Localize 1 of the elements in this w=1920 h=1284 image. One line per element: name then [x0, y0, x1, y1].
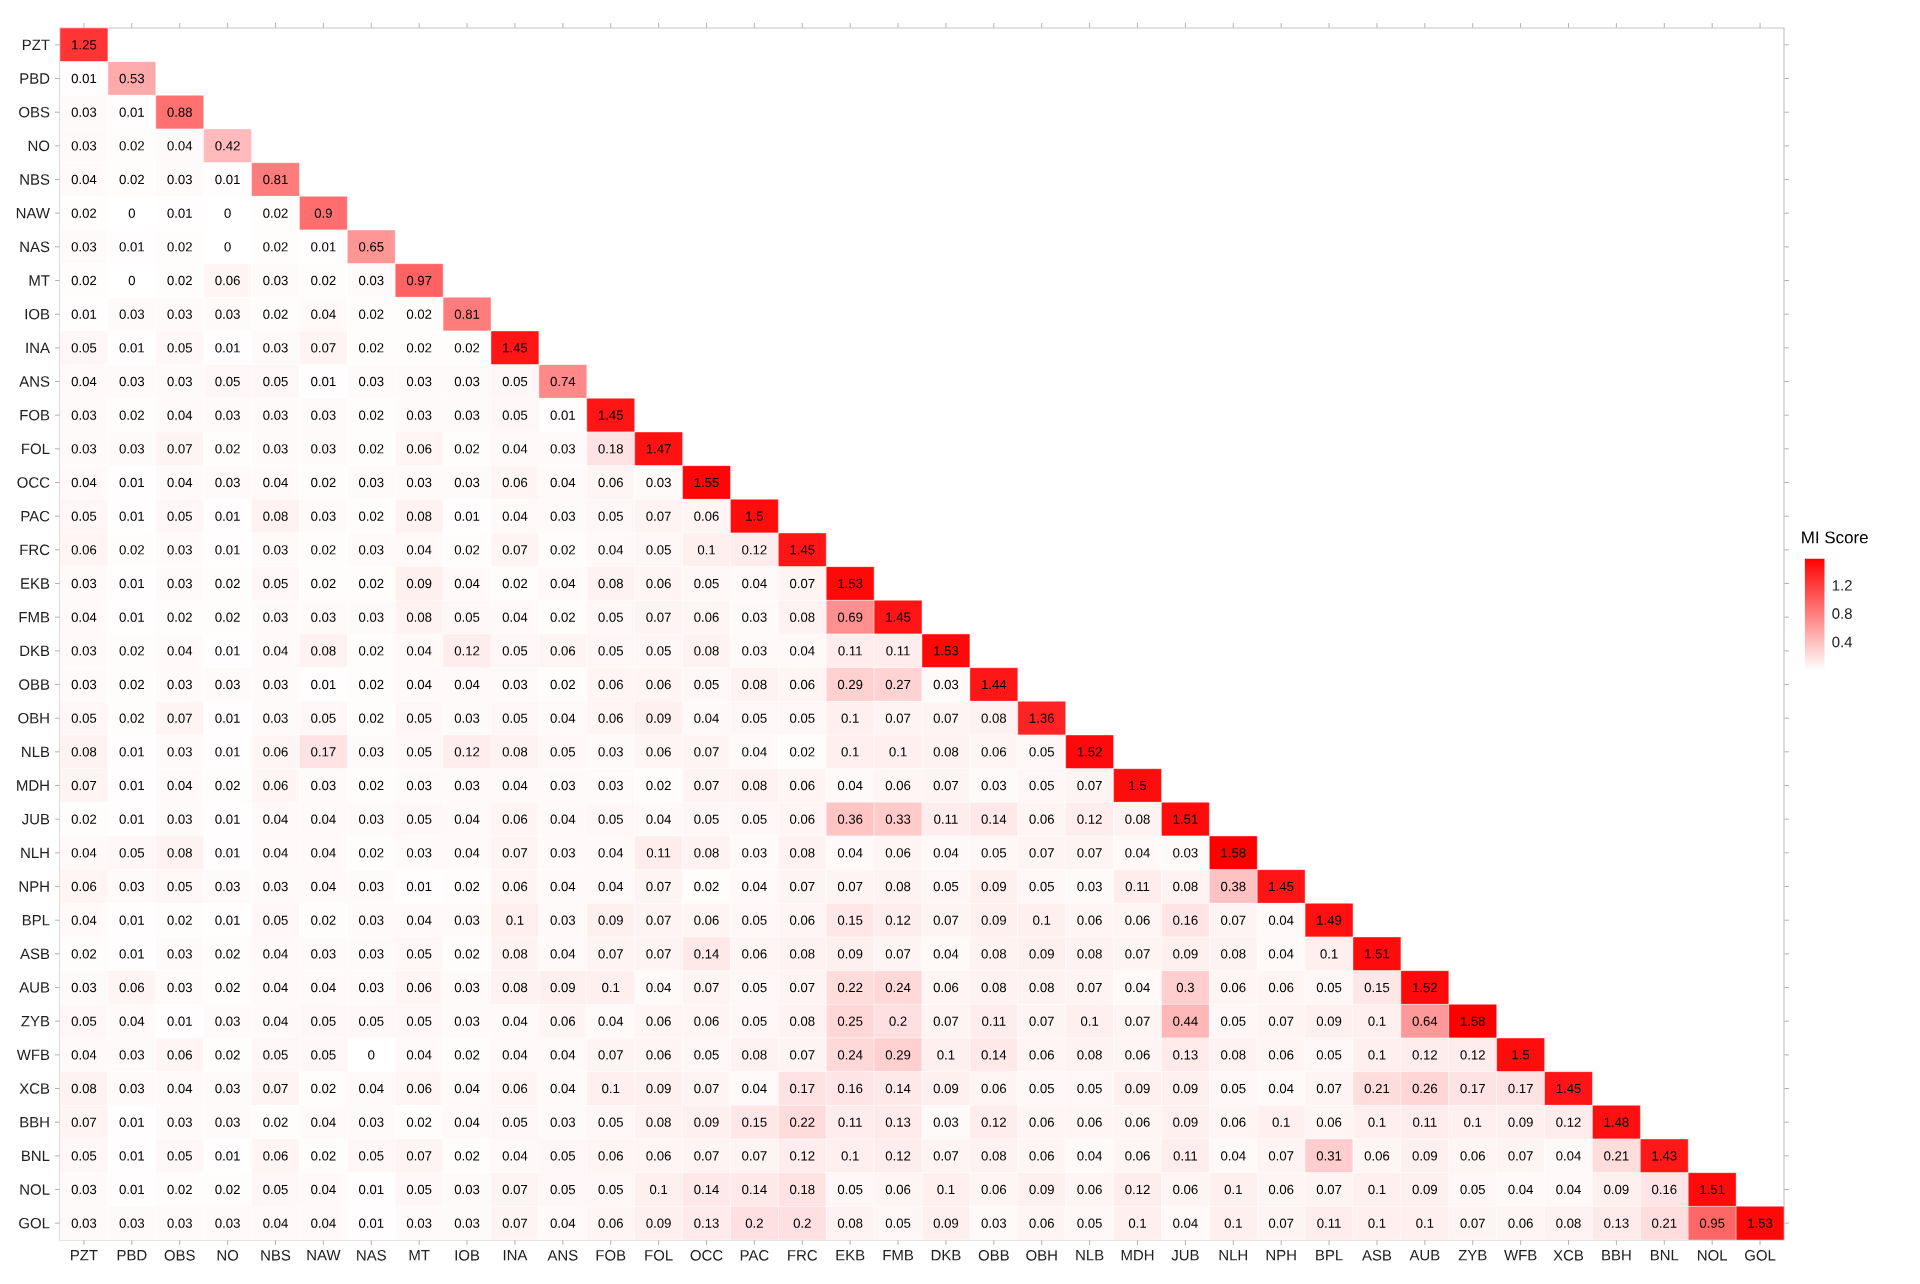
color-bar-title: MI Score [1802, 531, 1868, 544]
